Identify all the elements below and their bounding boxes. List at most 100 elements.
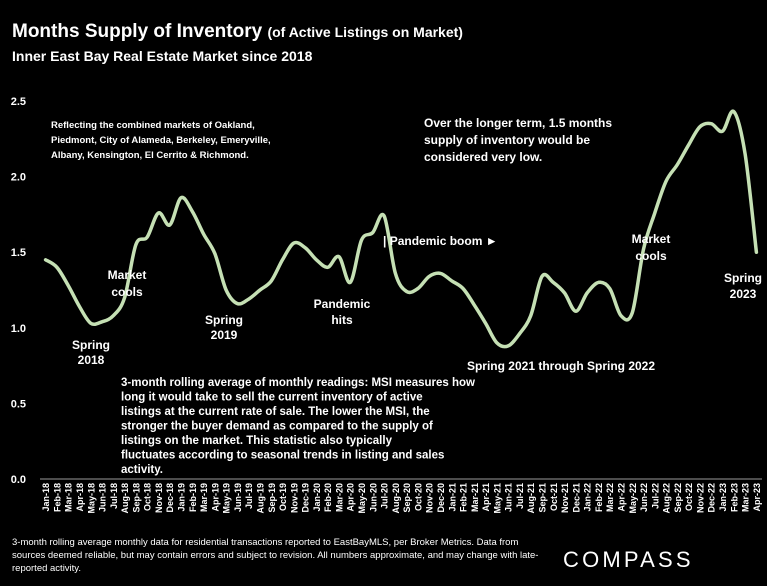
data-point	[145, 235, 149, 239]
data-point	[630, 311, 634, 315]
x-tick-label: Dec-20	[436, 483, 446, 513]
x-tick-label: Sep-19	[267, 483, 277, 513]
data-point	[653, 211, 657, 215]
spring-2018-label: 2018	[78, 353, 105, 367]
y-tick-label: 1.5	[11, 247, 26, 259]
x-tick-label: Dec-19	[301, 483, 311, 513]
x-tick-label: Jun-22	[639, 483, 649, 512]
data-point	[596, 280, 600, 284]
data-point	[664, 179, 668, 183]
x-tick-label: Nov-22	[695, 483, 705, 513]
data-point	[371, 231, 375, 235]
data-point	[77, 305, 81, 309]
data-point	[416, 286, 420, 290]
x-tick-label: Jul-22	[650, 483, 660, 509]
x-tick-label: Apr-23	[752, 483, 762, 512]
x-tick-label: Nov-19	[289, 483, 299, 513]
x-tick-label: Sep-22	[673, 483, 683, 513]
x-tick-label: Jul-21	[515, 483, 525, 509]
title-block: Months Supply of Inventory (of Active Li…	[12, 20, 752, 66]
x-tick-label: Dec-21	[571, 483, 581, 513]
x-tick-label: Jun-20	[368, 483, 378, 512]
data-point	[438, 271, 442, 275]
market-cools-2022-label: cools	[635, 249, 667, 263]
data-point	[450, 279, 454, 283]
data-point	[100, 320, 104, 324]
data-point	[156, 211, 160, 215]
x-tick-label: Apr-18	[75, 483, 85, 512]
x-tick-label: Aug-20	[391, 483, 401, 514]
data-point	[168, 223, 172, 227]
y-tick-label: 0.5	[11, 398, 26, 410]
x-tick-label: Feb-23	[729, 483, 739, 512]
data-point	[608, 286, 612, 290]
x-tick-label: Jan-18	[41, 483, 51, 512]
x-tick-label: May-20	[357, 483, 367, 514]
data-point	[698, 125, 702, 129]
data-point	[540, 274, 544, 278]
markets-note: Reflecting the combined markets of Oakla…	[51, 120, 271, 161]
msi-definition-note: 3-month rolling average of monthly readi…	[121, 377, 475, 476]
data-point	[202, 232, 206, 236]
data-point	[224, 288, 228, 292]
data-point	[360, 238, 364, 242]
data-point	[247, 297, 251, 301]
data-point	[393, 271, 397, 275]
long-term-note: Over the longer term, 1.5 months supply o…	[424, 116, 612, 164]
x-tick-label: Oct-18	[143, 483, 153, 511]
data-point	[619, 314, 623, 318]
y-tick-label: 2.0	[11, 172, 26, 184]
x-tick-label: Mar-22	[605, 483, 615, 512]
data-point	[506, 344, 510, 348]
x-tick-label: Apr-22	[616, 483, 626, 512]
x-tick-label: Aug-21	[526, 483, 536, 514]
data-point	[258, 288, 262, 292]
x-tick-label: Mar-19	[199, 483, 209, 512]
x-tick-label: Jun-18	[98, 483, 108, 512]
data-point	[337, 255, 341, 259]
data-point	[269, 279, 273, 283]
data-point	[585, 291, 589, 295]
msi-series-line	[43, 109, 759, 349]
x-tick-label: Feb-19	[188, 483, 198, 512]
data-point	[213, 252, 217, 256]
spring-2018-label: Spring	[72, 338, 110, 352]
x-tick-label: Aug-22	[662, 483, 672, 514]
chart-title: Months Supply of Inventory (of Active Li…	[12, 20, 752, 44]
x-tick-label: Feb-20	[323, 483, 333, 512]
data-point	[721, 129, 725, 133]
x-tick-label: Oct-21	[549, 483, 559, 511]
data-point	[743, 152, 747, 156]
x-tick-label: Apr-20	[346, 483, 356, 512]
data-point	[111, 314, 115, 318]
data-point	[89, 321, 93, 325]
x-tick-label: Aug-18	[120, 483, 130, 514]
data-point	[709, 122, 713, 126]
data-point	[44, 258, 48, 262]
data-point	[427, 274, 431, 278]
series-group	[43, 109, 759, 349]
x-tick-label: May-18	[86, 483, 96, 514]
x-tick-label: Dec-18	[165, 483, 175, 513]
x-tick-label: Aug-19	[255, 483, 265, 514]
x-tick-label: Sep-21	[538, 483, 548, 513]
x-tick-label: Mar-21	[470, 483, 480, 512]
data-point	[348, 280, 352, 284]
pandemic-hits-label: Pandemic	[314, 297, 371, 311]
x-tick-label: Nov-21	[560, 483, 570, 513]
x-tick-label: Dec-22	[707, 483, 717, 513]
data-point	[281, 258, 285, 262]
chart-title-main: Months Supply of Inventory	[12, 21, 263, 42]
data-point	[472, 303, 476, 307]
x-tick-label: Jul-19	[244, 483, 254, 509]
data-point	[292, 241, 296, 245]
market-cools-2018-label: Market	[108, 268, 147, 282]
y-tick-label: 1.0	[11, 323, 26, 335]
data-point	[495, 341, 499, 345]
data-point	[55, 265, 59, 269]
x-tick-label: May-21	[492, 483, 502, 514]
x-tick-label: Jul-18	[109, 483, 119, 509]
x-tick-label: Jan-22	[583, 483, 593, 512]
x-tick-label: Mar-23	[741, 483, 751, 512]
